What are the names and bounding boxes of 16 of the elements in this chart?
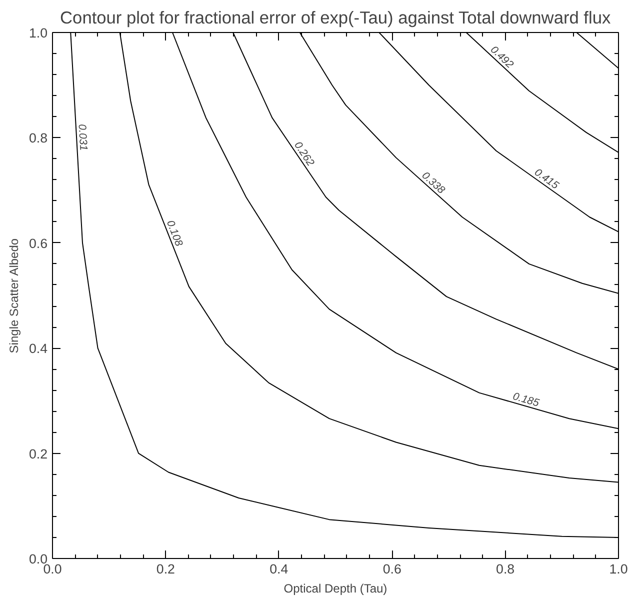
x-tick-label: 0.8 (496, 562, 515, 576)
x-tick-label: 0.4 (270, 562, 289, 576)
y-tick-label: 0.8 (28, 130, 48, 146)
x-tick-label: 0.6 (382, 562, 402, 576)
text: 0.185 (511, 390, 540, 410)
y-tick-label: 0.6 (28, 236, 48, 251)
x-tick-label: 1.0 (609, 562, 628, 576)
y-axis-title: Single Scatter Albedo (6, 238, 21, 354)
text: 0.108 (164, 218, 185, 248)
x-axis-title: Optical Depth (Tau) (284, 582, 388, 596)
legend-label: 0.031 (76, 124, 90, 152)
x-tick-label: 0.2 (156, 562, 175, 576)
y-tick-label: 0.4 (28, 341, 48, 356)
y-tick-label: 0.2 (28, 446, 48, 462)
chart-title: Contour plot for fractional error of exp(-Tau) against Total downward flux (60, 8, 611, 28)
y-tick-label: 1.0 (28, 26, 48, 40)
